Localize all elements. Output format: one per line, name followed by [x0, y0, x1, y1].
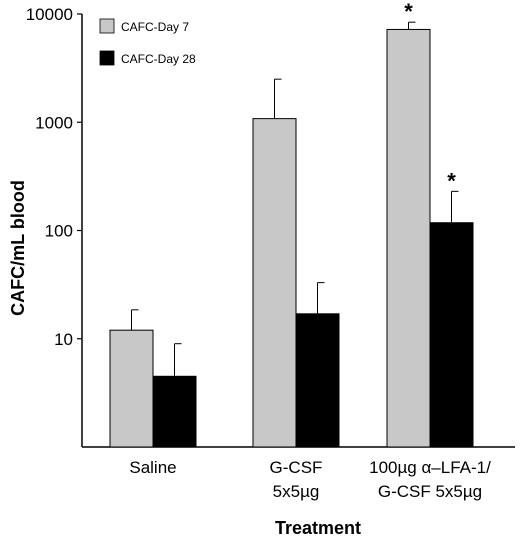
- bar-day7-2: [386, 28, 431, 448]
- legend-swatch-day7: [99, 18, 115, 34]
- legend-swatch-day28: [99, 50, 115, 66]
- x-axis-title: Treatment: [275, 518, 361, 538]
- significance-star: *: [404, 0, 413, 24]
- y-tick-label: 10: [54, 330, 73, 349]
- plot-area: 10 100 1000 10000 * * Saline G-CSF 5x5µg 100µg α–…: [26, 0, 515, 501]
- category-label: G-CSF 5x5µg: [378, 482, 482, 501]
- y-tick-label: 1000: [35, 113, 73, 132]
- category-label: 5x5µg: [273, 482, 320, 501]
- y-axis-title: CAFC/mL blood: [8, 180, 28, 316]
- bar-day28-1: [295, 313, 340, 448]
- category-label: 100µg α–LFA-1/: [369, 458, 491, 477]
- bar-day28-0: [152, 375, 197, 448]
- significance-star: *: [447, 168, 456, 193]
- category-label: G-CSF: [270, 458, 323, 477]
- legend-label-day28: CAFC-Day 28: [121, 52, 196, 66]
- bar-day7-1: [252, 118, 297, 448]
- y-tick-label: 10000: [26, 5, 73, 24]
- bar-day28-2: [429, 222, 474, 448]
- legend-label-day7: CAFC-Day 7: [121, 20, 189, 34]
- bar-day7-0: [109, 329, 154, 448]
- y-tick-label: 100: [45, 222, 73, 241]
- category-label: Saline: [129, 458, 176, 477]
